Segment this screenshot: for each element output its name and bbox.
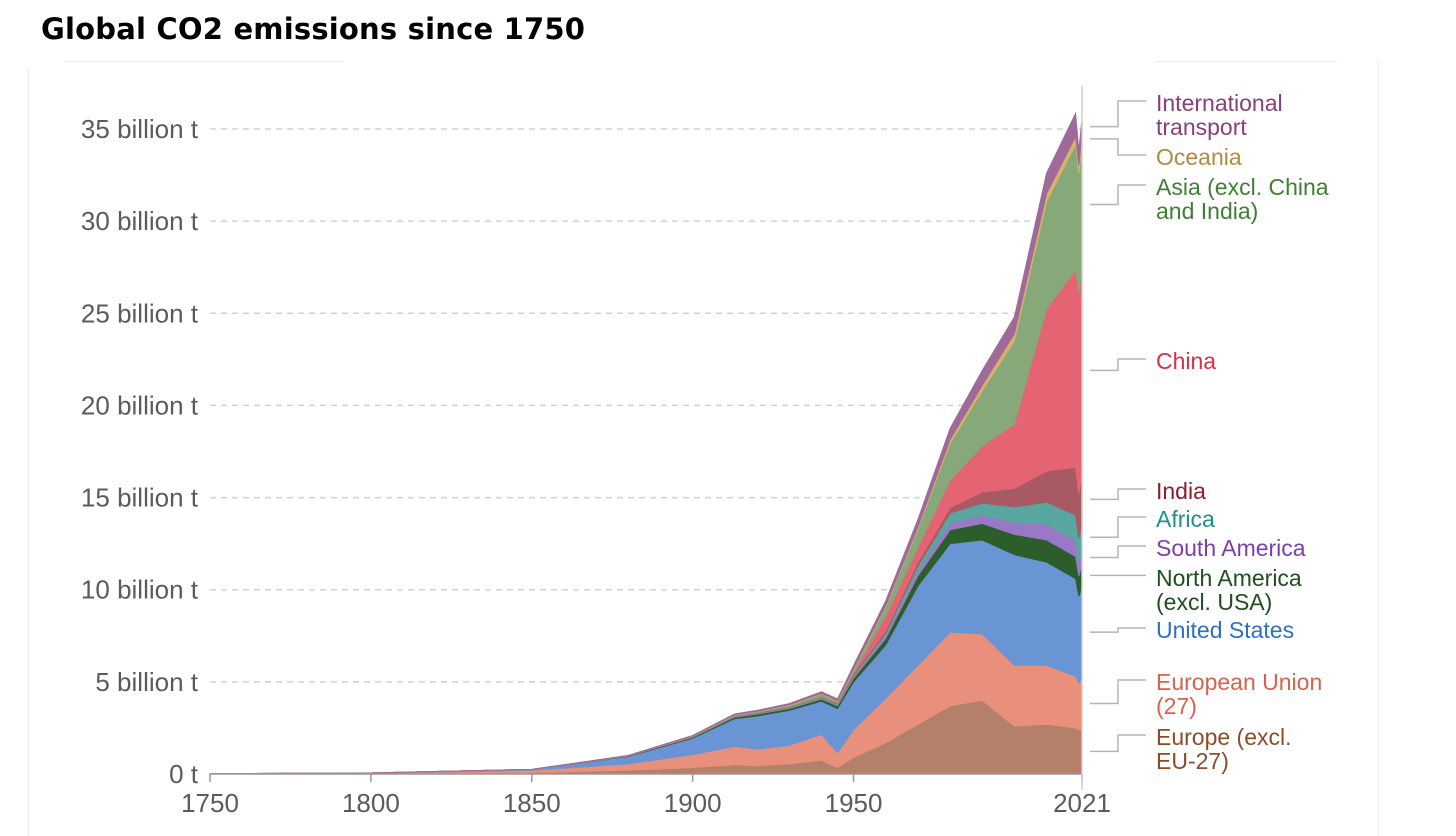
legend-label: EU-27): [1156, 748, 1229, 774]
legend-connector: [1090, 679, 1146, 705]
x-tick-label: 1900: [664, 788, 722, 818]
legend-label: transport: [1156, 114, 1247, 140]
legend-label: China: [1156, 348, 1216, 374]
legend-label: and India): [1156, 198, 1258, 224]
legend-label: Africa: [1156, 506, 1215, 532]
legend-label: European Union: [1156, 669, 1322, 695]
y-tick-label: 0 t: [169, 759, 199, 789]
x-tick-label: 1950: [825, 788, 883, 818]
legend-label: (excl. USA): [1156, 589, 1272, 615]
legend-label: (27): [1156, 693, 1197, 719]
legend-label: Oceania: [1156, 144, 1242, 170]
y-tick-label: 15 billion t: [81, 483, 199, 513]
y-tick-label: 10 billion t: [81, 575, 199, 605]
axis-layer: 0 t 5 billion t 10 billion t 15 billion t 20…: [81, 86, 1111, 818]
legend-label: Europe (excl.: [1156, 724, 1292, 750]
y-tick-label: 35 billion t: [81, 114, 199, 144]
legend-connector: [1090, 138, 1146, 156]
legend-connector: [1090, 184, 1146, 206]
legend-label: India: [1156, 478, 1206, 504]
y-tick-label: 5 billion t: [95, 667, 198, 697]
x-tick-label: 2021: [1053, 788, 1111, 818]
x-tick-label: 1750: [181, 788, 239, 818]
legend-connector: [1090, 627, 1146, 633]
legend-label: Asia (excl. China: [1156, 174, 1329, 200]
area-layer: [209, 111, 1083, 775]
legend-label: North America: [1156, 565, 1302, 591]
chart-title: Global CO2 emissions since 1750: [41, 12, 586, 46]
legend-connector: [1090, 545, 1146, 559]
legend-label: South America: [1156, 535, 1306, 561]
x-tick-label: 1800: [342, 788, 400, 818]
legend-connector: [1090, 488, 1146, 501]
frame-left-line: [28, 68, 29, 836]
frame-top-right-line: [1155, 61, 1337, 62]
legend-label: International: [1156, 90, 1283, 116]
legend-label: United States: [1156, 617, 1294, 643]
y-tick-label: 25 billion t: [81, 298, 199, 328]
legend-connector: [1090, 100, 1146, 128]
frame-top-left-line: [64, 61, 344, 62]
frame-right-line: [1378, 61, 1379, 836]
legend-connector: [1090, 734, 1146, 753]
x-tick-label: 1850: [503, 788, 561, 818]
legend-connector: [1090, 516, 1146, 538]
legend-connector: [1090, 358, 1146, 372]
y-tick-label: 20 billion t: [81, 390, 199, 420]
y-tick-label: 30 billion t: [81, 206, 199, 236]
